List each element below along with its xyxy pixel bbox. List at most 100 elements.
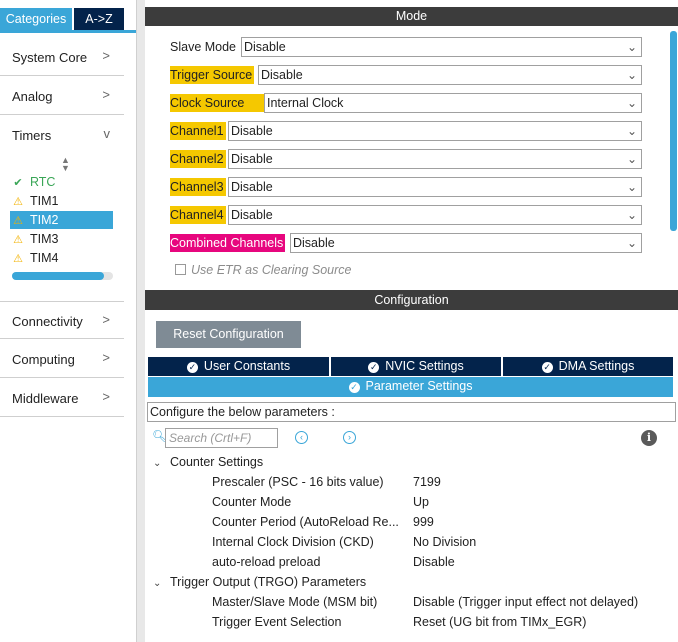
category-analog[interactable]: Analog >	[0, 77, 124, 115]
configure-instructions: Configure the below parameters :	[147, 402, 676, 422]
param-value[interactable]: 999	[413, 515, 434, 529]
param-value[interactable]: 7199	[413, 475, 441, 489]
param-trigger-event-selection[interactable]: Trigger Event Selection Reset (UG bit fr…	[212, 615, 672, 635]
warning-icon: ⚠	[13, 253, 23, 265]
param-counter-mode[interactable]: Counter Mode Up	[212, 495, 672, 515]
checkbox-icon	[175, 264, 186, 275]
vertical-scrollbar[interactable]	[670, 31, 677, 231]
select-value: Disable	[244, 40, 286, 54]
horizontal-scrollbar[interactable]	[12, 272, 113, 280]
category-computing[interactable]: Computing >	[0, 340, 124, 378]
reset-configuration-button[interactable]: Reset Configuration	[156, 321, 301, 348]
param-name: Trigger Event Selection	[212, 615, 342, 629]
sort-icon[interactable]: ▲ ▼	[61, 155, 70, 173]
channel3-label: Channel3	[170, 178, 226, 196]
slave-mode-row: Slave Mode Disable ⌄	[170, 37, 642, 57]
tab-categories[interactable]: Categories	[0, 8, 72, 30]
category-timers[interactable]: Timers v	[0, 116, 124, 154]
channel2-select[interactable]: Disable ⌄	[228, 149, 642, 169]
scrollbar-thumb[interactable]	[12, 272, 104, 280]
select-value: Disable	[231, 208, 273, 222]
peripheral-tim2[interactable]: ⚠ TIM2	[10, 211, 113, 229]
channel4-row: Channel4 Disable ⌄	[170, 205, 642, 225]
param-value[interactable]: No Division	[413, 535, 477, 549]
check-circle-icon: ✓	[368, 362, 380, 373]
chevron-right-icon: >	[102, 389, 110, 404]
tab-nvic-settings[interactable]: ✓ NVIC Settings	[331, 357, 501, 376]
select-value: Disable	[231, 180, 273, 194]
chevron-down-icon: ⌄	[626, 40, 637, 54]
search-icon: 🔍︎	[152, 429, 168, 443]
category-connectivity[interactable]: Connectivity >	[0, 301, 124, 339]
select-value: Disable	[261, 68, 303, 82]
combined-channels-row: Combined Channels Disable ⌄	[170, 233, 642, 253]
peripheral-label: TIM1	[30, 194, 59, 208]
channel1-select[interactable]: Disable ⌄	[228, 121, 642, 141]
clock-source-select[interactable]: Internal Clock ⌄	[264, 93, 642, 113]
param-counter-period[interactable]: Counter Period (AutoReload Re... 999	[212, 515, 672, 535]
panel-splitter[interactable]	[136, 0, 145, 642]
info-icon[interactable]: i	[641, 430, 657, 446]
tab-underline	[0, 30, 136, 33]
param-value[interactable]: Disable (Trigger input effect not delaye…	[413, 595, 639, 609]
trigger-source-select[interactable]: Disable ⌄	[258, 65, 642, 85]
tab-label: DMA Settings	[558, 359, 635, 373]
param-auto-reload-preload[interactable]: auto-reload preload Disable	[212, 555, 672, 575]
param-name: auto-reload preload	[212, 555, 321, 569]
param-value[interactable]: Disable	[413, 555, 455, 569]
check-icon: ✔	[13, 177, 23, 189]
param-master-slave-mode[interactable]: Master/Slave Mode (MSM bit) Disable (Tri…	[212, 595, 672, 615]
select-value: Disable	[231, 124, 273, 138]
check-circle-icon: ✓	[541, 362, 553, 373]
trigger-source-label: Trigger Source	[170, 66, 255, 84]
peripheral-label: TIM2	[30, 213, 59, 227]
search-next-button[interactable]: ›	[343, 431, 356, 444]
search-previous-button[interactable]: ‹	[295, 431, 308, 444]
tab-parameter-settings[interactable]: ✓ Parameter Settings	[148, 377, 673, 397]
peripheral-tim1[interactable]: ⚠ TIM1	[10, 192, 113, 210]
peripheral-rtc[interactable]: ✔ RTC	[10, 173, 113, 191]
category-tabs: Categories A->Z	[0, 0, 136, 33]
category-middleware[interactable]: Middleware >	[0, 379, 124, 417]
param-name: Counter Period (AutoReload Re...	[212, 515, 399, 529]
peripheral-label: TIM3	[30, 232, 59, 246]
chevron-down-icon: ⌄	[626, 208, 637, 222]
collapse-chevron-icon: ⌄	[153, 578, 162, 589]
param-prescaler[interactable]: Prescaler (PSC - 16 bits value) 7199	[212, 475, 672, 495]
tab-user-constants[interactable]: ✓ User Constants	[148, 357, 329, 376]
tab-dma-settings[interactable]: ✓ DMA Settings	[503, 357, 673, 376]
channel4-select[interactable]: Disable ⌄	[228, 205, 642, 225]
group-counter-settings[interactable]: ⌄ Counter Settings	[153, 455, 263, 469]
chevron-down-icon: ⌄	[626, 68, 637, 82]
search-input[interactable]: Search (Crtl+F)	[165, 428, 278, 448]
tab-label: NVIC Settings	[385, 359, 464, 373]
check-circle-icon: ✓	[186, 362, 198, 373]
tab-label: User Constants	[203, 359, 291, 373]
group-trigger-output[interactable]: ⌄ Trigger Output (TRGO) Parameters	[153, 575, 366, 589]
channel3-select[interactable]: Disable ⌄	[228, 177, 642, 197]
tab-a-to-z[interactable]: A->Z	[74, 8, 124, 30]
mode-panel: Slave Mode Disable ⌄ Trigger Source Disa…	[145, 26, 678, 284]
combined-channels-select[interactable]: Disable ⌄	[290, 233, 642, 253]
chevron-down-icon: ⌄	[626, 152, 637, 166]
channel4-label: Channel4	[170, 206, 226, 224]
param-clock-division[interactable]: Internal Clock Division (CKD) No Divisio…	[212, 535, 672, 555]
category-system-core[interactable]: System Core >	[0, 38, 124, 76]
param-value[interactable]: Up	[413, 495, 429, 509]
param-name: Master/Slave Mode (MSM bit)	[212, 595, 378, 609]
peripheral-tim3[interactable]: ⚠ TIM3	[10, 230, 113, 248]
clock-source-label: Clock Source	[170, 94, 264, 112]
param-value[interactable]: Reset (UG bit from TIMx_EGR)	[413, 615, 587, 629]
category-label: Analog	[12, 89, 53, 104]
peripheral-tim4[interactable]: ⚠ TIM4	[10, 249, 113, 267]
use-etr-checkbox: Use ETR as Clearing Source	[175, 263, 351, 277]
checkbox-label: Use ETR as Clearing Source	[191, 263, 352, 277]
channel2-label: Channel2	[170, 150, 226, 168]
slave-mode-select[interactable]: Disable ⌄	[241, 37, 642, 57]
channel2-row: Channel2 Disable ⌄	[170, 149, 642, 169]
channel1-label: Channel1	[170, 122, 226, 140]
select-value: Internal Clock	[267, 96, 344, 110]
trigger-source-row: Trigger Source Disable ⌄	[170, 65, 642, 85]
slave-mode-label: Slave Mode	[170, 40, 237, 54]
check-circle-icon: ✓	[348, 382, 360, 393]
